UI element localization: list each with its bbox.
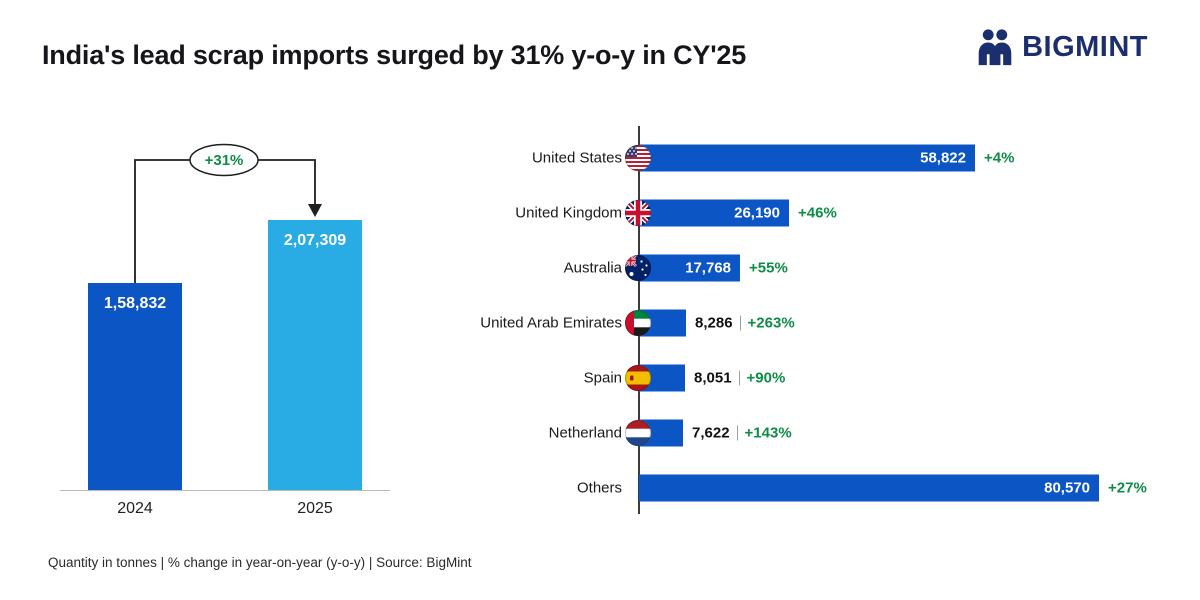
bar-annotations: +46% <box>798 204 837 221</box>
bar-annotations: 8,286 +263% <box>695 314 795 331</box>
import-bar: 26,190 <box>639 199 789 226</box>
year-bar-2025: 2,07,309 <box>268 220 362 490</box>
pct-change-label: +27% <box>1108 479 1147 496</box>
bar-annotations: +55% <box>749 259 788 276</box>
pct-change-label: +4% <box>984 149 1015 166</box>
annotation-bubble <box>189 143 259 177</box>
import-bar: 80,570 <box>639 474 1099 501</box>
flag-gb-icon <box>625 199 651 226</box>
country-label: Netherland <box>548 424 622 441</box>
bar-value-label: 8,051 <box>694 369 732 386</box>
bar-value-label: 80,570 <box>1044 479 1090 496</box>
bar-value-label: 2,07,309 <box>283 232 347 249</box>
country-row-united-kingdom: United Kingdom 26,190 +46% <box>470 185 1180 240</box>
country-row-others: Others 80,570 +27% <box>470 460 1180 515</box>
import-bar: 58,822 <box>639 144 975 171</box>
country-row-australia: Australia 17,768 +55% <box>470 240 1180 295</box>
bar-annotations: +27% <box>1108 479 1147 496</box>
bigmint-logo-icon <box>976 28 1014 66</box>
country-row-netherland: Netherland 7,622 +143% <box>470 405 1180 460</box>
country-label: United States <box>531 149 622 166</box>
flag-us-icon <box>625 144 651 171</box>
value-divider <box>736 425 738 440</box>
page-title: India's lead scrap imports surged by 31%… <box>42 40 747 70</box>
arrow-head-icon <box>308 204 322 217</box>
country-row-united-states: United States 58,822 +4% <box>470 130 1180 185</box>
footnote: Quantity in tonnes | % change in year-on… <box>48 555 472 570</box>
brand-logo: BIGMINT <box>976 28 1148 66</box>
growth-annotation: +31% <box>205 152 244 169</box>
country-label: United Arab Emirates <box>480 314 622 331</box>
bar-value-label: 26,190 <box>734 204 780 221</box>
import-bar: 17,768 <box>639 254 740 281</box>
pct-change-label: +90% <box>746 369 786 386</box>
bar-annotations: 7,622 +143% <box>692 424 792 441</box>
country-label: Australia <box>563 259 622 276</box>
flag-ae-icon <box>625 309 651 336</box>
bar-value-label: 1,58,832 <box>103 295 167 312</box>
bar-value-label: 8,286 <box>695 314 733 331</box>
flag-au-icon <box>625 254 651 281</box>
pct-change-label: +46% <box>798 204 837 221</box>
pct-change-label: +263% <box>747 314 795 331</box>
year-axis-label: 2025 <box>297 500 333 517</box>
country-imports-chart: United States 58,822 +4% United Kingdom 26,1… <box>470 120 1180 520</box>
bar-value-label: 58,822 <box>920 149 966 166</box>
country-label: United Kingdom <box>515 204 622 221</box>
value-divider <box>738 370 740 385</box>
yearly-imports-chart: +31% 1,58,832 2024 2,07,309 2025 <box>60 120 390 540</box>
country-rows: United States 58,822 +4% United Kingdom 26,1… <box>470 130 1180 515</box>
year-axis-label: 2024 <box>117 500 153 517</box>
flag-es-icon <box>625 364 651 391</box>
country-label: Spain <box>583 369 622 386</box>
x-axis-line <box>60 490 390 491</box>
bar-annotations: +4% <box>984 149 1014 166</box>
bar-value-label: 17,768 <box>685 259 731 276</box>
country-row-united-arab-emirates: United Arab Emirates 8,286 +263% <box>470 295 1180 350</box>
bar-annotations: 8,051 +90% <box>694 369 785 386</box>
year-bar-2024: 1,58,832 <box>88 283 182 490</box>
pct-change-label: +143% <box>744 424 792 441</box>
brand-name: BIGMINT <box>1022 30 1148 63</box>
country-label: Others <box>576 479 622 496</box>
bar-value-label: 7,622 <box>692 424 730 441</box>
flag-nl-icon <box>625 419 651 446</box>
country-row-spain: Spain 8,051 +90% <box>470 350 1180 405</box>
pct-change-label: +55% <box>749 259 788 276</box>
value-divider <box>739 315 741 330</box>
